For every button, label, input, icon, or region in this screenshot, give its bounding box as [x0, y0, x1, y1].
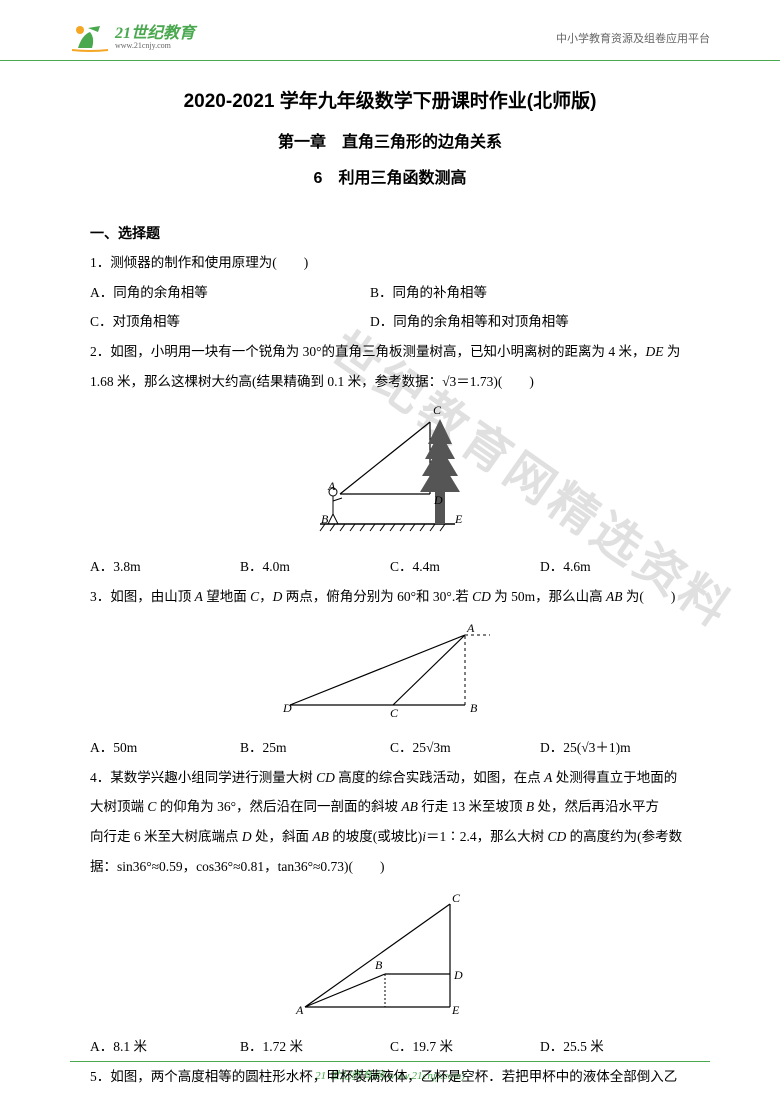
svg-text:E: E [454, 512, 463, 526]
q3-optA: A．50m [90, 733, 240, 763]
q3-optD: D．25(√3＋1)m [540, 733, 690, 763]
logo-icon [70, 20, 110, 55]
svg-text:E: E [451, 1003, 460, 1017]
header: 21世纪教育 www.21cnjy.com 中小学教育资源及组卷应用平台 [0, 0, 780, 61]
q5-text: 5．如图，两个高度相等的圆柱形水杯，甲杯装满液体，乙杯是空杯．若把甲杯中的液体全… [90, 1062, 690, 1092]
q2-optB: B．4.0m [240, 552, 390, 582]
q4-optB: B．1.72 米 [240, 1032, 390, 1062]
title-chapter: 第一章 直角三角形的边角关系 [90, 128, 690, 152]
svg-text:B: B [375, 958, 383, 972]
q3-line1: 3．如图，由山顶 A 望地面 C，D 两点，俯角分别为 60°和 30°.若 C… [90, 582, 690, 612]
q1-optC: C．对顶角相等 [90, 307, 370, 337]
q2-optA: A．3.8m [90, 552, 240, 582]
svg-text:D: D [453, 968, 463, 982]
logo-main-text: 21世纪教育 [115, 26, 195, 42]
svg-text:A: A [295, 1003, 304, 1017]
q1-optA: A．同角的余角相等 [90, 278, 370, 308]
svg-text:C: C [433, 404, 442, 417]
q4-line2: 大树顶端 C 的仰角为 36°，然后沿在同一剖面的斜坡 AB 行走 13 米至坡… [90, 792, 690, 822]
header-right-text: 中小学教育资源及组卷应用平台 [556, 30, 710, 46]
svg-text:A: A [466, 621, 475, 635]
q1-options-row1: A．同角的余角相等 B．同角的补角相等 [90, 278, 690, 308]
svg-text:C: C [452, 891, 461, 905]
section-heading: 一、选择题 [90, 223, 690, 243]
q4-figure: A B C D E [90, 889, 690, 1024]
q2-optC: C．4.4m [390, 552, 540, 582]
svg-text:A: A [327, 479, 336, 493]
q4-optC: C．19.7 米 [390, 1032, 540, 1062]
q4-line4: 据：sin36°≈0.59，cos36°≈0.81，tan36°≈0.73)( … [90, 852, 690, 882]
q1-text: 1．测倾器的制作和使用原理为( ) [90, 248, 690, 278]
svg-text:B: B [321, 512, 329, 526]
q3-options: A．50m B．25m C．25√3m D．25(√3＋1)m [90, 733, 690, 763]
title-main: 2020-2021 学年九年级数学下册课时作业(北师版) [90, 86, 690, 113]
logo-text: 21世纪教育 www.21cnjy.com [115, 26, 195, 50]
q2-line1: 2．如图，小明用一块有一个锐角为 30°的直角三角板测量树高，已知小明离树的距离… [90, 337, 690, 367]
q3-figure: A B C D [90, 620, 690, 725]
q3-optB: B．25m [240, 733, 390, 763]
q1-options-row2: C．对顶角相等 D．同角的余角相等和对顶角相等 [90, 307, 690, 337]
q4-options: A．8.1 米 B．1.72 米 C．19.7 米 D．25.5 米 [90, 1032, 690, 1062]
q1-optB: B．同角的补角相等 [370, 278, 487, 308]
svg-text:D: D [282, 701, 292, 715]
q2-figure: A B C D E [90, 404, 690, 544]
q3-optC: C．25√3m [390, 733, 540, 763]
q2-line2: 1.68 米，那么这棵树大约高(结果精确到 0.1 米，参考数据：√3＝1.73… [90, 367, 690, 397]
svg-text:C: C [390, 706, 399, 720]
logo: 21世纪教育 www.21cnjy.com [70, 20, 195, 55]
q2-optD: D．4.6m [540, 552, 690, 582]
svg-text:D: D [433, 493, 443, 507]
title-section: 6 利用三角函数测高 [90, 164, 690, 188]
content: 2020-2021 学年九年级数学下册课时作业(北师版) 第一章 直角三角形的边… [0, 86, 780, 1092]
q4-line1: 4．某数学兴趣小组同学进行测量大树 CD 高度的综合实践活动，如图，在点 A 处… [90, 763, 690, 793]
q4-line3: 向行走 6 米至大树底端点 D 处，斜面 AB 的坡度(或坡比)i＝1∶2.4，… [90, 822, 690, 852]
q4-optD: D．25.5 米 [540, 1032, 690, 1062]
q2-options: A．3.8m B．4.0m C．4.4m D．4.6m [90, 552, 690, 582]
q4-optA: A．8.1 米 [90, 1032, 240, 1062]
logo-sub-text: www.21cnjy.com [115, 42, 195, 50]
q1-optD: D．同角的余角相等和对顶角相等 [370, 307, 569, 337]
svg-text:B: B [470, 701, 478, 715]
